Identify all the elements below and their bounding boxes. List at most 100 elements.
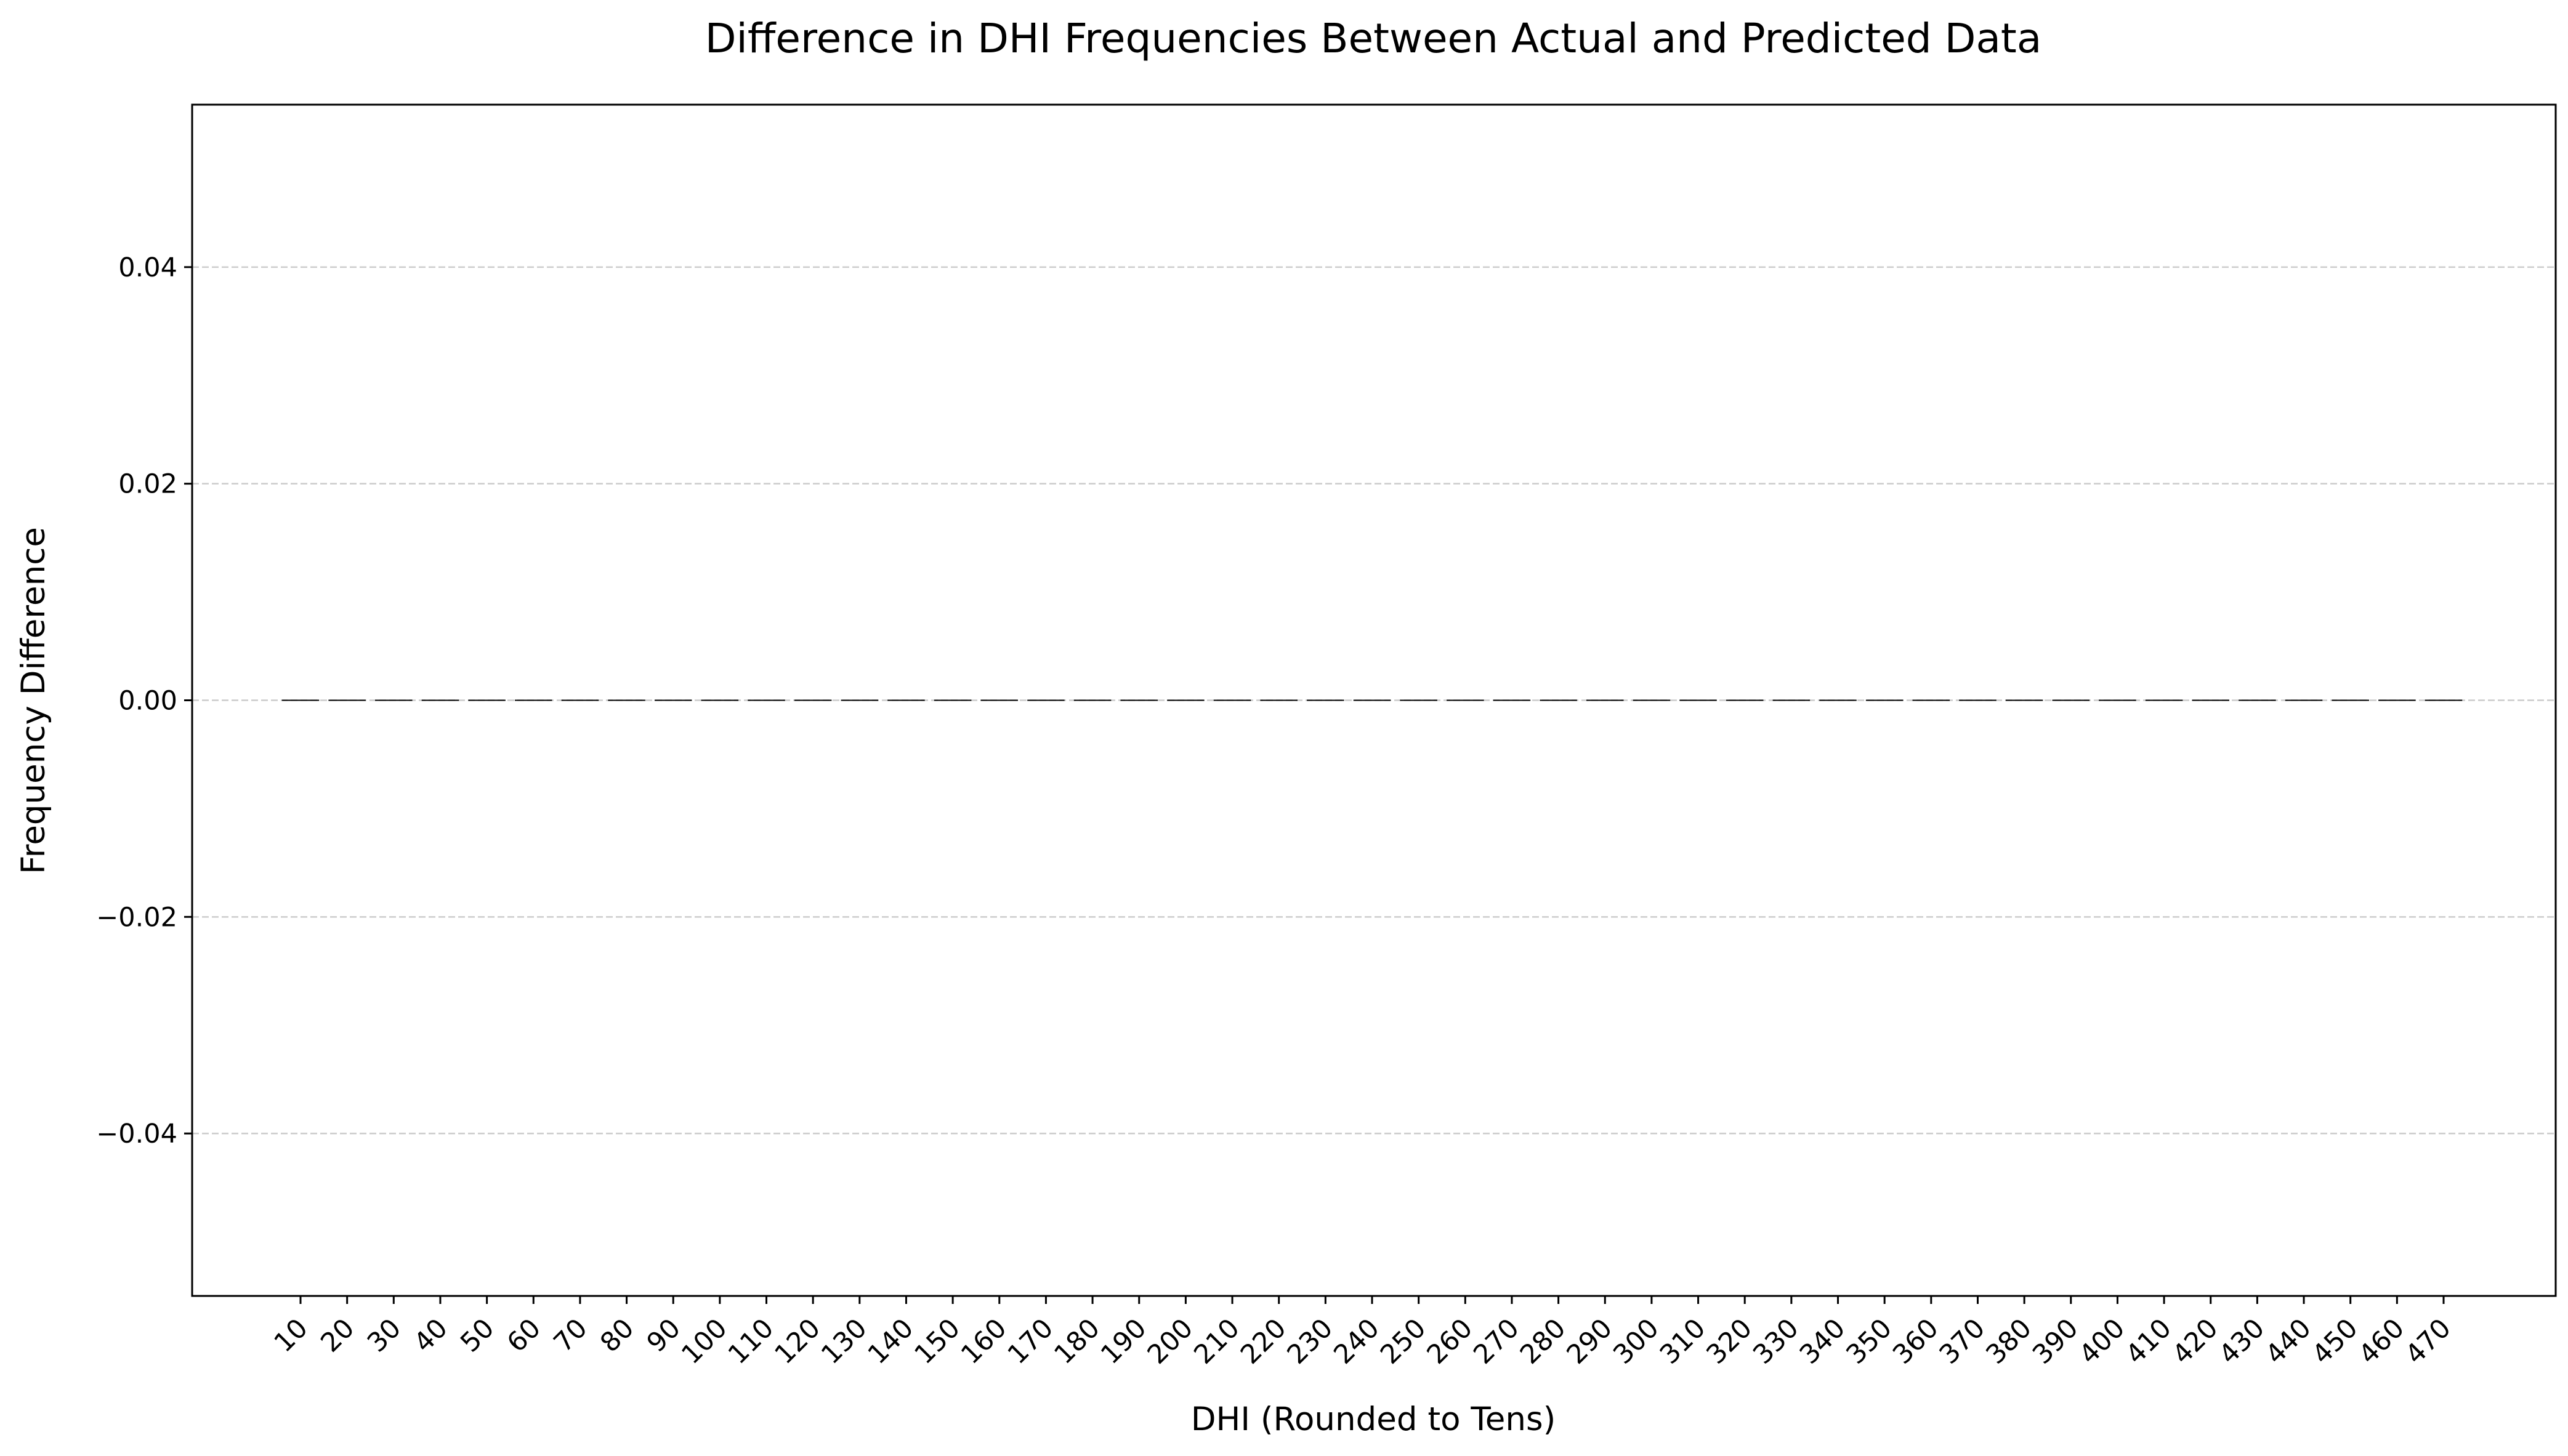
bar — [794, 699, 832, 701]
x-tick-label: 150 — [909, 1313, 966, 1370]
x-tick-label: 120 — [769, 1313, 826, 1370]
x-tick-label: 240 — [1328, 1313, 1385, 1370]
bar — [748, 699, 785, 701]
x-tick-label: 330 — [1747, 1313, 1804, 1370]
bar — [421, 699, 459, 701]
bar — [701, 699, 739, 701]
bar — [2332, 699, 2369, 701]
x-tick-label: 260 — [1421, 1313, 1479, 1370]
x-tick-label: 300 — [1607, 1313, 1665, 1370]
x-tick-label: 30 — [361, 1313, 407, 1358]
bar — [1865, 699, 1904, 701]
y-tick-label: 0.02 — [118, 469, 177, 500]
bar — [1772, 699, 1811, 701]
bar — [2052, 699, 2090, 701]
x-axis-label: DHI (Rounded to Tens) — [1191, 1401, 1556, 1438]
chart-title: Difference in DHI Frequencies Between Ac… — [705, 15, 2042, 62]
bar — [2425, 699, 2463, 701]
x-tick-label: 220 — [1235, 1313, 1292, 1370]
x-tick-label: 450 — [2306, 1313, 2364, 1370]
bar — [1027, 699, 1065, 701]
x-tick-label: 460 — [2353, 1313, 2410, 1370]
bar — [1307, 699, 1344, 701]
x-tick-label: 440 — [2259, 1313, 2317, 1370]
x-tick-label: 100 — [676, 1313, 733, 1370]
bar — [2378, 699, 2416, 701]
x-tick-label: 390 — [2027, 1313, 2084, 1370]
bar — [515, 699, 552, 701]
x-tick-label: 20 — [315, 1313, 360, 1358]
x-tick-label: 110 — [722, 1313, 780, 1370]
x-tick-label: 130 — [815, 1313, 873, 1370]
bar — [375, 699, 413, 701]
x-tick-label: 70 — [548, 1313, 594, 1358]
y-tick-label: 0.04 — [118, 252, 177, 283]
bar — [1447, 699, 1484, 701]
y-axis: −0.04 −0.02 0.00 0.02 0.04 — [96, 252, 192, 1149]
y-tick-label: −0.02 — [96, 902, 177, 933]
x-tick-label: 410 — [2120, 1313, 2177, 1370]
bar — [281, 699, 320, 701]
y-axis-label: Frequency Difference — [15, 527, 52, 874]
bar — [980, 699, 1019, 701]
bar — [1679, 699, 1717, 701]
x-tick-label: 280 — [1514, 1313, 1572, 1370]
bar — [1493, 699, 1531, 701]
x-axis: 10 20 30 40 50 60 70 80 901001101201301401501601… — [269, 1296, 2457, 1370]
x-tick-label: 370 — [1934, 1313, 1991, 1370]
x-tick-label: 430 — [2213, 1313, 2271, 1370]
y-tick-label: 0.00 — [118, 686, 177, 717]
x-tick-label: 360 — [1887, 1313, 1944, 1370]
bar — [1213, 699, 1251, 701]
bar — [1540, 699, 1577, 701]
bars — [281, 699, 2463, 701]
x-tick-label: 140 — [862, 1313, 919, 1370]
bar — [1073, 699, 1112, 701]
bar — [1120, 699, 1158, 701]
bar — [2285, 699, 2323, 701]
x-tick-label: 470 — [2399, 1313, 2457, 1370]
bar — [1586, 699, 1624, 701]
x-tick-label: 50 — [454, 1313, 500, 1358]
bar — [1819, 699, 1857, 701]
x-tick-label: 60 — [501, 1313, 547, 1358]
x-tick-label: 180 — [1048, 1313, 1105, 1370]
y-tick-label: −0.04 — [96, 1119, 177, 1149]
bar — [468, 699, 506, 701]
x-tick-label: 200 — [1142, 1313, 1199, 1370]
bar — [2145, 699, 2183, 701]
x-tick-label: 160 — [955, 1313, 1012, 1370]
bar — [2099, 699, 2136, 701]
x-tick-label: 210 — [1188, 1313, 1245, 1370]
bar — [1633, 699, 1671, 701]
x-tick-label: 270 — [1468, 1313, 1525, 1370]
bar — [328, 699, 366, 701]
x-tick-label: 420 — [2166, 1313, 2224, 1370]
x-tick-label: 350 — [1841, 1313, 1898, 1370]
bar — [1353, 699, 1391, 701]
x-tick-label: 170 — [1002, 1313, 1059, 1370]
bar — [841, 699, 879, 701]
x-tick-label: 400 — [2073, 1313, 2131, 1370]
bar — [1167, 699, 1205, 701]
x-tick-label: 310 — [1654, 1313, 1711, 1370]
bar — [1959, 699, 1997, 701]
x-tick-label: 40 — [408, 1313, 454, 1358]
bar — [934, 699, 972, 701]
bar — [1912, 699, 1950, 701]
bar — [1260, 699, 1298, 701]
bar — [2005, 699, 2043, 701]
x-tick-label: 290 — [1561, 1313, 1618, 1370]
bar — [1400, 699, 1437, 701]
bar — [654, 699, 692, 701]
bar — [2239, 699, 2276, 701]
x-tick-label: 80 — [594, 1313, 640, 1358]
x-tick-label: 250 — [1375, 1313, 1432, 1370]
bar — [608, 699, 645, 701]
x-tick-label: 10 — [269, 1313, 314, 1358]
x-tick-label: 230 — [1282, 1313, 1339, 1370]
bar — [1726, 699, 1764, 701]
bar — [887, 699, 925, 701]
bar — [561, 699, 599, 701]
